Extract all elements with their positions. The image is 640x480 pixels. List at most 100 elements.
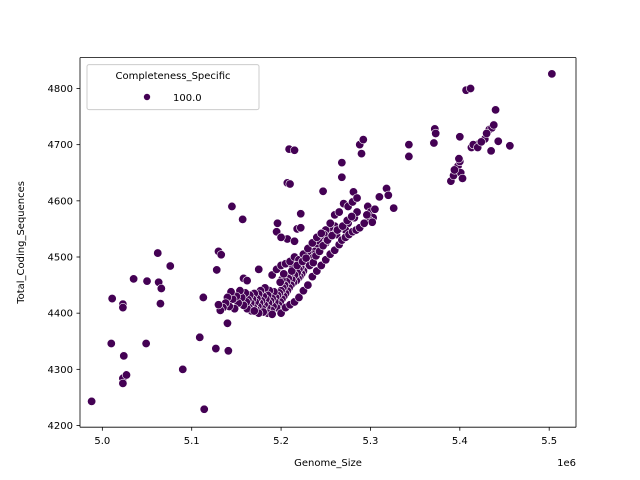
data-point: [358, 135, 368, 145]
data-point: [198, 292, 208, 302]
data-point: [106, 339, 116, 349]
y-axis-label: Total_Coding_Sequences: [16, 181, 27, 305]
data-point: [296, 209, 306, 219]
data-point: [457, 173, 467, 183]
data-point: [359, 218, 369, 228]
legend-title: Completeness_Specific: [115, 71, 230, 82]
data-point: [362, 210, 372, 220]
data-point: [383, 190, 393, 200]
data-point: [491, 105, 501, 115]
data-point: [254, 264, 264, 274]
data-point: [301, 253, 311, 263]
y-tick-label: 4600: [48, 196, 73, 207]
data-point: [121, 370, 131, 380]
data-point: [156, 283, 166, 293]
x-axis-label: Genome_Size: [294, 458, 362, 469]
data-point: [455, 132, 465, 142]
data-point: [227, 201, 237, 211]
data-point: [155, 299, 165, 309]
data-point: [275, 277, 285, 287]
data-point: [325, 218, 335, 228]
data-point: [165, 261, 175, 271]
data-point: [547, 69, 557, 79]
data-point: [466, 83, 476, 93]
data-point: [296, 223, 306, 233]
data-point: [404, 151, 414, 161]
data-point: [285, 179, 295, 189]
data-point: [195, 332, 205, 342]
data-point: [374, 192, 384, 202]
data-point: [404, 140, 414, 150]
data-point: [249, 306, 259, 316]
data-point: [318, 186, 328, 196]
x-tick-label: 5.5: [541, 436, 557, 447]
data-point: [273, 218, 283, 228]
data-point: [287, 266, 297, 276]
data-point: [449, 165, 459, 175]
data-point: [367, 217, 377, 227]
y-tick-label: 4500: [48, 253, 73, 264]
x-tick-label: 5.0: [94, 436, 110, 447]
data-point: [454, 154, 464, 164]
axes-frame: [79, 57, 577, 428]
data-point: [211, 344, 221, 354]
data-point: [119, 351, 129, 361]
data-point: [267, 309, 277, 319]
data-point: [337, 158, 347, 168]
data-point: [489, 120, 499, 130]
data-point: [289, 236, 299, 246]
x-axis-ticks: 5.0 5.1 5.2 5.3 5.4 5.5: [94, 427, 557, 447]
x-tick-label: 5.2: [273, 436, 289, 447]
data-point: [142, 276, 152, 286]
data-point: [334, 207, 344, 217]
y-tick-label: 4300: [48, 365, 73, 376]
y-axis-ticks: 4200 4300 4400 4500 4600 4700 4800: [48, 84, 80, 432]
data-point: [118, 378, 128, 388]
data-point: [316, 228, 326, 238]
data-point: [279, 269, 289, 279]
data-point: [214, 300, 224, 310]
data-point: [118, 303, 128, 313]
legend: Completeness_Specific 100.0: [86, 64, 260, 111]
data-point: [223, 346, 233, 356]
data-point: [276, 232, 286, 242]
data-point: [216, 250, 226, 260]
data-point: [505, 141, 515, 151]
x-tick-label: 5.1: [184, 436, 200, 447]
data-point: [212, 265, 222, 275]
x-tick-label: 5.4: [452, 436, 468, 447]
data-point: [107, 294, 117, 304]
y-tick-label: 4700: [48, 140, 73, 151]
data-point: [389, 203, 399, 213]
data-point: [294, 292, 304, 302]
data-point: [429, 138, 439, 148]
data-point: [493, 136, 503, 146]
data-point: [199, 404, 209, 414]
data-point: [178, 364, 188, 374]
legend-entry-label: 100.0: [173, 93, 202, 104]
y-tick-label: 4400: [48, 309, 73, 320]
data-point: [357, 149, 367, 159]
data-point: [153, 248, 163, 258]
legend-box: [86, 64, 260, 111]
y-tick-label: 4200: [48, 421, 73, 432]
data-point: [347, 212, 357, 222]
data-point: [486, 146, 496, 156]
y-tick-label: 4800: [48, 84, 73, 95]
data-point: [431, 128, 441, 138]
x-tick-label: 5.3: [362, 436, 378, 447]
data-point: [129, 274, 139, 284]
data-point: [87, 396, 97, 406]
data-point: [242, 276, 252, 286]
data-point: [352, 193, 362, 203]
legend-marker: [143, 93, 151, 101]
data-point: [141, 339, 151, 349]
data-point: [289, 145, 299, 155]
data-point: [303, 280, 313, 290]
data-point: [476, 137, 486, 147]
data-points: [87, 69, 557, 414]
data-point: [482, 128, 492, 138]
data-point: [222, 318, 232, 328]
data-point: [327, 231, 337, 241]
